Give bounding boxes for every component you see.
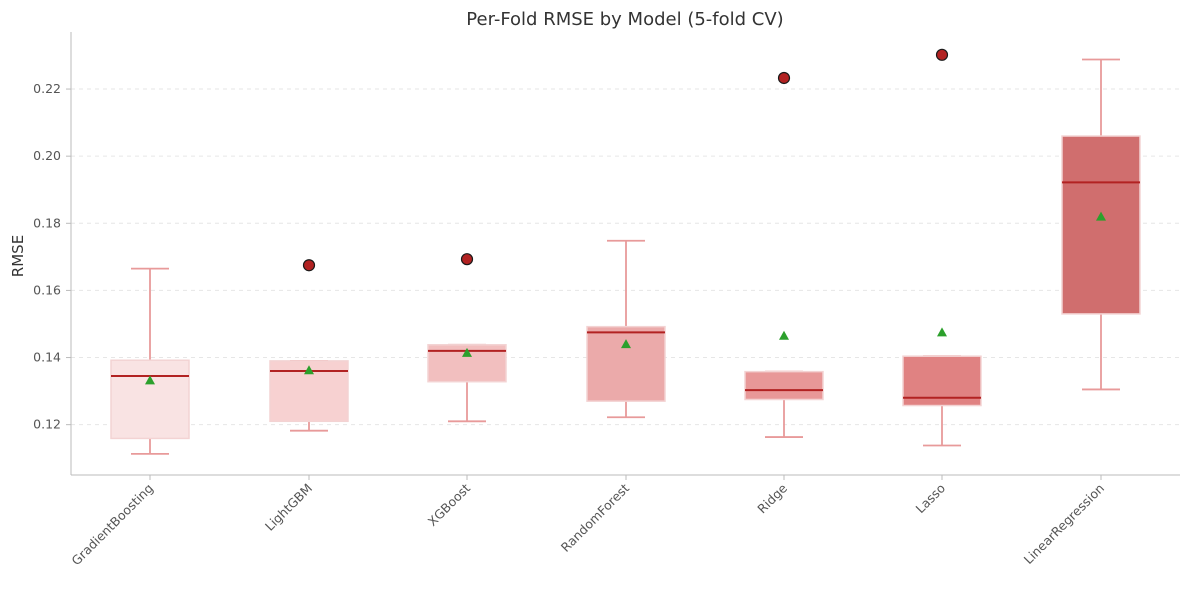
y-tick-label: 0.12 (33, 417, 61, 432)
x-tick-label: LightGBM (262, 481, 315, 534)
box-ridge (744, 71, 824, 438)
mean-marker (462, 347, 472, 357)
y-tick-label: 0.18 (33, 215, 61, 230)
x-tick-label: RandomForest (558, 480, 632, 554)
chart-title: Per-Fold RMSE by Model (5-fold CV) (466, 9, 783, 30)
outlier-point (460, 253, 474, 266)
mean-marker (621, 339, 631, 349)
box-iqr (1061, 135, 1141, 315)
y-tick-label: 0.14 (33, 350, 61, 365)
box-iqr (110, 359, 190, 440)
x-tick-label: Ridge (754, 480, 790, 516)
mean-marker (1096, 211, 1106, 221)
x-tick-label: XGBoost (425, 480, 474, 529)
box-layer (110, 48, 1141, 455)
axis-layer: 0.12 0.14 0.16 0.18 0.20 0.22 GradientBoosting… (33, 32, 1180, 568)
x-tick-label: LinearRegression (1021, 481, 1107, 567)
y-tick-label: 0.16 (33, 282, 61, 297)
box-gradientboosting (110, 267, 190, 455)
box-iqr (744, 370, 824, 401)
y-axis-label: RMSE (9, 235, 27, 277)
y-tick-label: 0.20 (33, 148, 61, 163)
box-xgboost (427, 253, 507, 423)
y-tick-label: 0.22 (33, 81, 61, 96)
outlier-point (777, 71, 791, 85)
box-lightgbm (269, 259, 349, 432)
x-tick-label: Lasso (913, 481, 949, 517)
outlier-point (935, 48, 949, 61)
box-lasso (902, 48, 982, 447)
mean-marker (145, 375, 155, 385)
mean-marker (304, 365, 314, 375)
mean-marker (937, 327, 947, 337)
mean-marker (779, 330, 789, 340)
outlier-point (302, 259, 316, 272)
x-tick-label: GradientBoosting (68, 481, 156, 569)
box-iqr (586, 325, 666, 402)
box-linearregression (1061, 58, 1141, 391)
box-randomforest (586, 239, 666, 419)
